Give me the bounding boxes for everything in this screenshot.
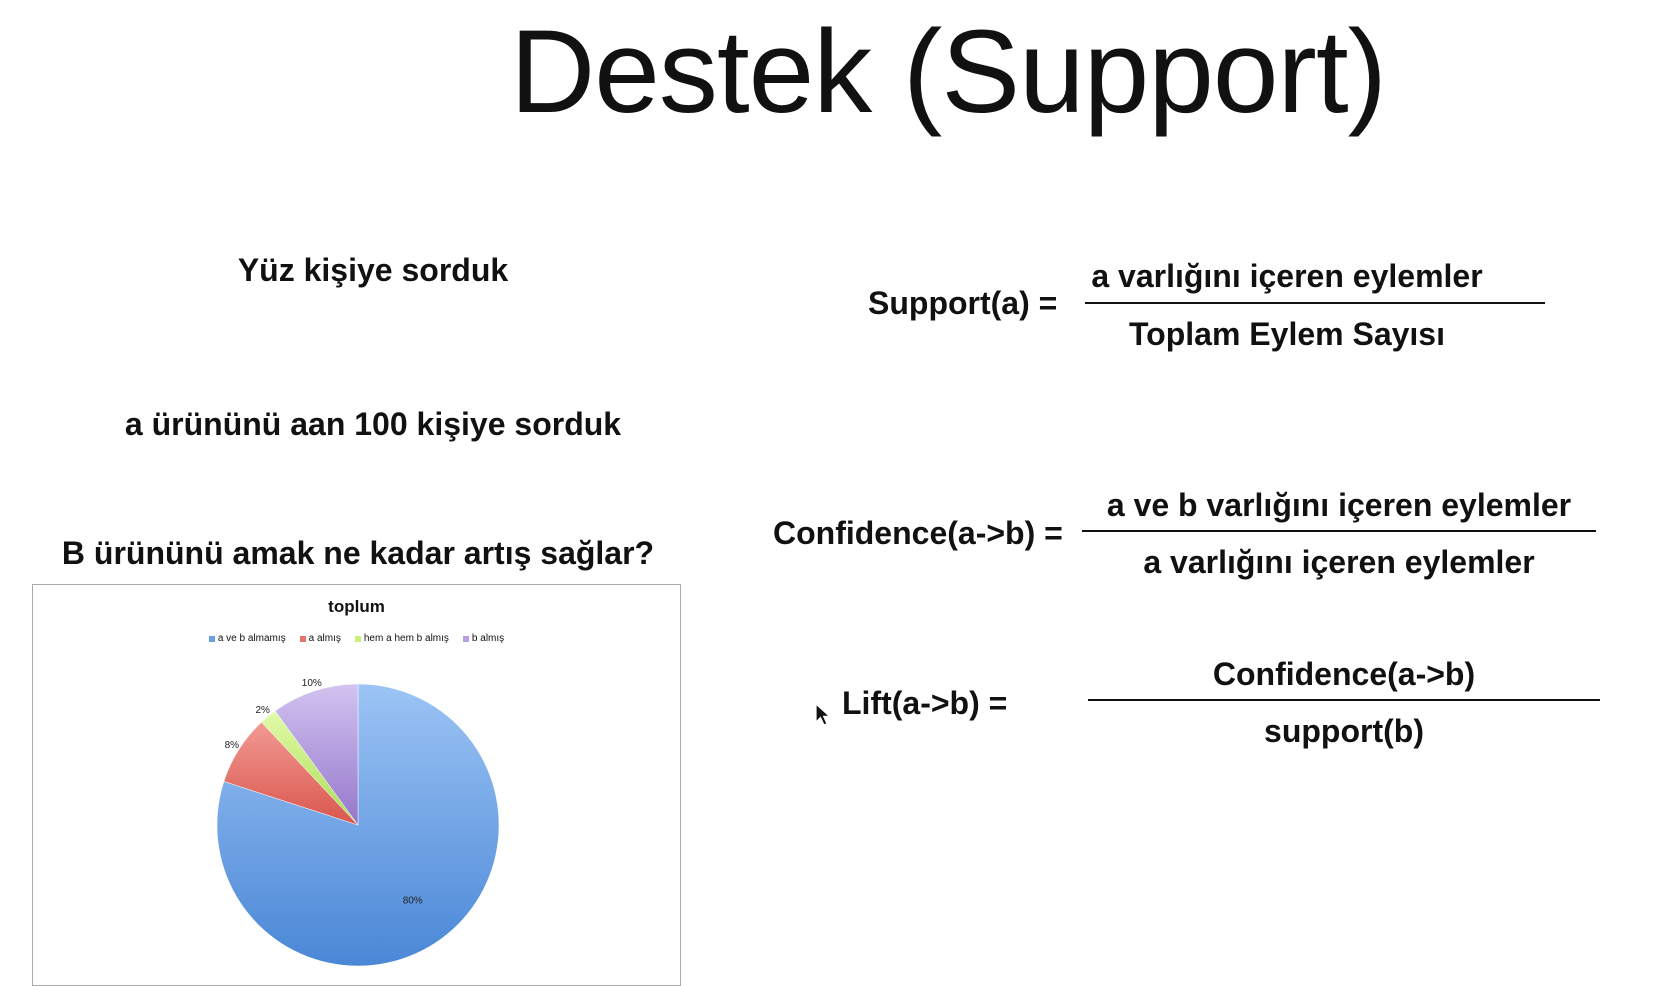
pie-svg: 80% 8% 2% 10% [216,678,500,967]
confidence-label: Confidence(a->b) = [773,515,1063,551]
survey-text: Yüz kişiye sorduk [237,252,509,288]
pie-chart: toplum a ve b almamış a almış hem a hem … [32,584,681,986]
slice-label: 10% [302,678,322,689]
support-numerator: a varlığını içeren eylemler [1091,258,1483,294]
lift-fraction-line [1088,699,1600,701]
support-denominator: Toplam Eylem Sayısı [1129,316,1445,352]
chart-legend: a ve b almamış a almış hem a hem b almış… [33,633,680,644]
slice-label: 80% [403,895,423,906]
legend-swatch [299,635,306,642]
confidence-fraction-line [1082,530,1596,532]
support-fraction-line [1085,302,1545,304]
legend-item: a ve b almamış [208,633,286,644]
legend-item: b almış [462,633,505,644]
confidence-denominator: a varlığını içeren eylemler [1143,544,1535,580]
lift-numerator: Confidence(a->b) [1212,656,1476,692]
slice-label: 2% [256,705,271,716]
legend-label: a ve b almamış [217,633,286,644]
lift-label: Lift(a->b) = [842,685,1008,721]
legend-label: hem a hem b almış [363,633,449,644]
legend-swatch [354,635,361,642]
mouse-pointer-icon [815,703,832,726]
lift-denominator: support(b) [1264,713,1424,749]
legend-swatch [462,635,469,642]
support-label: Support(a) = [868,285,1058,321]
confidence-numerator: a ve b varlığını içeren eylemler [1106,487,1572,523]
pie-slice [274,683,359,826]
legend-item: hem a hem b almış [354,633,449,644]
question-text: B ürününü amak ne kadar artış sağlar? [61,535,655,571]
product-a-text: a ürününü aan 100 kişiye sorduk [124,406,622,442]
legend-item: a almış [299,633,341,644]
legend-label: a almış [308,633,341,644]
legend-label: b almış [471,633,505,644]
slide-title: Destek (Support) [510,6,1387,138]
slice-label: 8% [225,740,240,751]
chart-title: toplum [328,597,385,616]
legend-swatch [208,635,215,642]
